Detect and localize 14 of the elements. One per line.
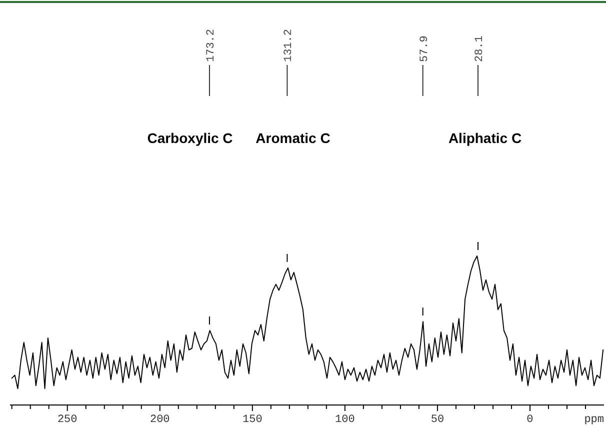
ref-line-label: 57.9: [418, 36, 431, 62]
ref-line-label: 131.2: [283, 28, 296, 62]
text: Aliphatic C: [448, 130, 522, 146]
x-tick-label: 50: [430, 414, 444, 426]
x-tick-label: 100: [335, 414, 355, 426]
x-tick-label: 150: [242, 414, 262, 426]
ref-line-label: 28.1: [474, 35, 486, 62]
text: Aromatic C: [256, 130, 330, 146]
x-tick-label: 200: [150, 414, 170, 426]
text: Carboxylic C: [147, 130, 233, 146]
ref-line-label: 173.2: [205, 28, 218, 62]
x-tick-label: 0: [526, 414, 534, 426]
x-tick-label: 250: [57, 414, 78, 426]
x-axis-title: ppm: [584, 414, 604, 426]
